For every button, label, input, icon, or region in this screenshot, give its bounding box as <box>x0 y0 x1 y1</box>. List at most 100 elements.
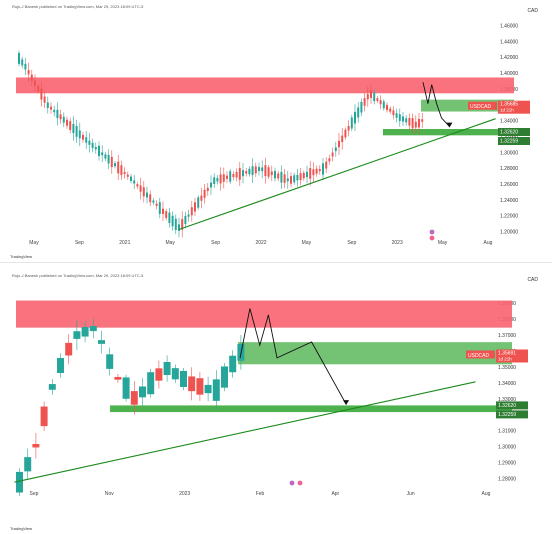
price-tick-label: 1.37000 <box>498 333 516 339</box>
candle-up <box>57 358 64 373</box>
candle-down <box>30 74 33 81</box>
candle-up <box>178 224 180 231</box>
candle-down <box>188 376 196 392</box>
candle-down <box>190 207 193 216</box>
candle-up <box>221 366 228 388</box>
price-tick-label: 1.34000 <box>500 119 518 125</box>
tradingview-logo: TradingView <box>10 526 33 531</box>
candle-down <box>181 219 184 230</box>
support-value-1: 1.32620 <box>500 129 518 135</box>
price-tick-label: 1.30000 <box>498 445 516 451</box>
candle-down <box>302 172 305 179</box>
candle-down <box>370 90 372 98</box>
candle-up <box>210 182 212 188</box>
candle-up <box>322 163 324 175</box>
candle-up <box>229 355 237 373</box>
chart-header: Rojo-J Banesh published on TradingView.c… <box>12 4 144 9</box>
chart-canvas-top[interactable]: 1.460001.440001.420001.400001.380001.360… <box>0 0 552 262</box>
candle-up <box>122 377 130 399</box>
candle-up <box>147 372 155 395</box>
event-marker-icon[interactable] <box>297 480 303 486</box>
candle-down <box>69 121 72 131</box>
candle-down <box>162 208 164 214</box>
candle-up <box>91 142 94 149</box>
candle-up <box>357 107 360 118</box>
candle-up <box>184 216 187 224</box>
candle-down <box>232 174 235 178</box>
support-tag-1 <box>496 401 528 410</box>
candle-up <box>133 180 136 184</box>
candle-down <box>328 158 331 162</box>
chart-panel-top[interactable]: Rojo-J Banesh published on TradingView.c… <box>0 0 552 262</box>
candle-down <box>155 203 158 206</box>
trendline <box>14 381 476 483</box>
candle-down <box>408 117 411 126</box>
candle-up <box>114 163 116 167</box>
candle-down <box>226 175 228 179</box>
panel-divider <box>0 262 552 270</box>
price-tick-label: 1.20000 <box>500 230 518 236</box>
candle-up <box>98 145 100 157</box>
date-tick-label: 2023 <box>179 491 190 497</box>
candle-down <box>309 167 312 179</box>
event-marker-icon[interactable] <box>429 229 435 235</box>
support-value-1: 1.32620 <box>498 403 516 409</box>
currency-label: CAD <box>527 8 538 14</box>
last-price-tag <box>496 349 528 363</box>
candle-up <box>306 171 308 178</box>
candle-up <box>204 384 212 394</box>
trendline <box>178 118 496 231</box>
candle-up <box>78 130 81 139</box>
bar-countdown: 1d 21h <box>498 356 512 361</box>
candle-up <box>180 370 187 387</box>
candle-up <box>248 168 251 175</box>
candle-up <box>405 118 408 123</box>
date-tick-label: 2023 <box>392 240 403 246</box>
symbol-tag <box>468 101 497 110</box>
date-tick-label: 2022 <box>255 240 266 246</box>
candle-up <box>293 175 296 183</box>
candle-down <box>318 169 321 172</box>
candle-down <box>325 161 328 169</box>
candle-up <box>88 140 91 145</box>
event-marker-icon[interactable] <box>289 480 295 486</box>
candle-down <box>203 189 206 198</box>
candle-down <box>40 88 43 100</box>
support-value-2: 1.32259 <box>498 412 516 418</box>
candle-up <box>213 177 216 184</box>
candle-down <box>123 171 126 174</box>
candle-down <box>290 176 292 184</box>
projected-path <box>422 82 450 127</box>
candle-down <box>43 96 46 103</box>
candle-down <box>50 106 52 110</box>
chart-canvas-bottom[interactable]: 1.390001.380001.370001.360001.350001.340… <box>0 269 552 534</box>
symbol-tag <box>466 350 495 359</box>
candle-up <box>21 59 24 66</box>
candle-down <box>264 165 267 177</box>
candle-down <box>386 104 388 111</box>
tradingview-logo: TradingView <box>10 254 33 259</box>
price-tick-label: 1.31000 <box>498 429 516 435</box>
event-marker-icon[interactable] <box>429 235 435 241</box>
candle-up <box>98 340 105 344</box>
candle-up <box>48 384 56 390</box>
candle-down <box>222 174 225 182</box>
price-tick-label: 1.22000 <box>500 214 518 220</box>
candle-down <box>219 174 222 184</box>
symbol-label: USDCAD <box>470 104 492 110</box>
candle-down <box>165 211 168 218</box>
date-tick-label: Jun <box>407 491 415 497</box>
candle-down <box>363 98 366 106</box>
candle-down <box>120 165 123 176</box>
bar-countdown: 1d 21h <box>500 108 514 113</box>
symbol-label: USDCAD <box>468 353 490 359</box>
candle-up <box>104 154 107 159</box>
candle-up <box>187 214 190 217</box>
chart-panel-bottom[interactable]: Rojo-J Banesh published on TradingView.c… <box>0 269 552 534</box>
candle-down <box>299 173 302 181</box>
candle-up <box>46 102 49 108</box>
candle-down <box>149 194 152 203</box>
price-tick-label: 1.40000 <box>500 71 518 77</box>
candle-up <box>360 101 363 113</box>
candle-down <box>136 184 139 187</box>
